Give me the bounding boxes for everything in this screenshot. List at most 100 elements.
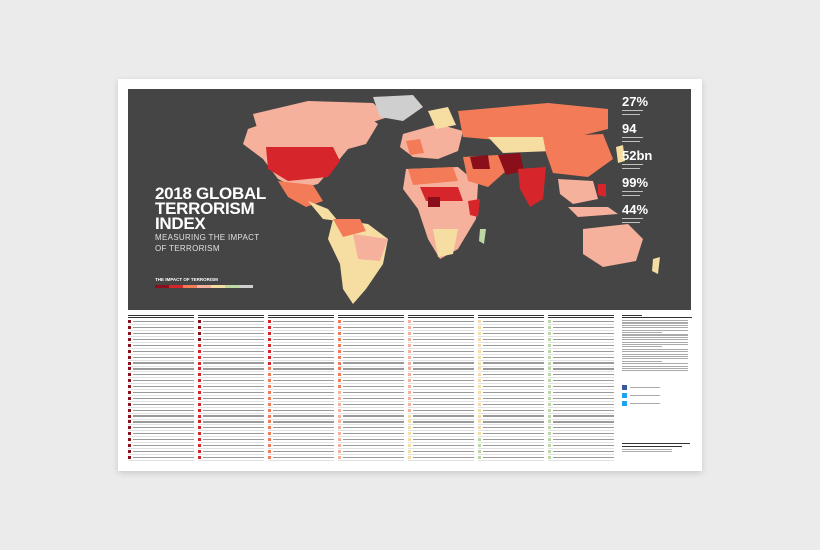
row-text [133, 415, 194, 417]
impact-swatch [268, 391, 271, 395]
impact-swatch [338, 379, 341, 383]
table-row [198, 431, 264, 438]
map-region-mexico [278, 181, 323, 207]
about-text-line [622, 332, 662, 334]
row-text [483, 427, 544, 429]
table-row [198, 349, 264, 355]
impact-swatch [408, 438, 411, 442]
impact-swatch [478, 332, 481, 336]
row-text [133, 338, 194, 341]
row-text [133, 403, 194, 405]
map-region-uk-france [406, 139, 424, 155]
institute-footer [622, 443, 690, 453]
impact-swatch [548, 379, 551, 383]
impact-swatch [198, 444, 201, 448]
row-text [413, 386, 474, 388]
row-text [273, 368, 334, 370]
table-row [338, 443, 404, 449]
table-row [338, 437, 404, 444]
title-block: 2018 GLOBAL TERRORISM INDEX MEASURING TH… [155, 185, 266, 253]
map-region-afghanistan-pakistan [498, 153, 524, 175]
table-row [478, 331, 544, 338]
impact-swatch [478, 402, 481, 406]
row-text [553, 321, 614, 323]
impact-swatch [268, 320, 271, 324]
impact-swatch [408, 326, 411, 330]
about-text-line [622, 348, 688, 350]
row-text [203, 439, 264, 441]
impact-swatch [338, 402, 341, 406]
stat-value: 94 [622, 121, 637, 136]
row-text [203, 321, 264, 323]
impact-swatch [478, 379, 481, 383]
impact-swatch [198, 420, 201, 424]
table-row [338, 343, 404, 349]
table-row [338, 319, 404, 326]
table-row [198, 455, 264, 461]
row-text [203, 456, 264, 458]
impact-swatch [338, 373, 341, 377]
social-link[interactable] [622, 401, 692, 407]
row-text [553, 362, 614, 364]
about-text-line [622, 320, 688, 322]
ranking-column-header [408, 315, 474, 319]
impact-swatch [338, 367, 341, 371]
table-row [128, 319, 194, 326]
map-region-nigeria [428, 197, 440, 207]
row-text [413, 338, 474, 341]
stat-description: ▬▬▬▬▬▬▬ ▬▬▬▬▬▬ [622, 189, 643, 197]
about-text-line [622, 336, 688, 338]
row-text [133, 362, 194, 364]
table-row [268, 367, 334, 373]
impact-swatch [268, 426, 271, 430]
row-text [553, 380, 614, 382]
impact-swatch [478, 326, 481, 330]
impact-swatch [268, 385, 271, 389]
impact-swatch [338, 438, 341, 442]
row-text [413, 427, 474, 429]
about-text-line [622, 334, 688, 336]
row-text [343, 338, 404, 341]
row-text [413, 350, 474, 352]
impact-swatch [338, 343, 341, 347]
row-text [273, 433, 334, 435]
row-text [483, 391, 544, 394]
table-row [548, 337, 614, 343]
table-row [478, 355, 544, 361]
legend-swatch-very-high [155, 285, 169, 288]
map-region-central-asia [488, 137, 553, 153]
table-row [268, 372, 334, 379]
row-text [553, 450, 614, 453]
row-text [483, 386, 544, 388]
map-region-north-africa [408, 167, 458, 185]
table-row [338, 396, 404, 402]
about-heading [622, 315, 692, 319]
table-row [198, 449, 264, 455]
table-row [478, 378, 544, 385]
impact-swatch [268, 379, 271, 383]
table-row [548, 396, 614, 402]
table-row [548, 443, 614, 449]
table-row [268, 378, 334, 385]
row-text [133, 427, 194, 429]
table-row [408, 431, 474, 438]
about-text-line [622, 365, 688, 367]
impact-swatch [198, 438, 201, 442]
table-row [548, 343, 614, 349]
social-link[interactable] [622, 393, 692, 399]
map-region-brazil [353, 234, 388, 261]
row-text [133, 391, 194, 394]
social-link[interactable] [622, 385, 692, 391]
legend-swatch-no-impact [225, 285, 239, 288]
ranking-column [338, 315, 404, 461]
table-row [408, 402, 474, 408]
impact-swatch [198, 455, 201, 459]
table-row [198, 425, 264, 432]
table-row [128, 355, 194, 361]
impact-swatch [128, 391, 131, 395]
table-row [338, 378, 404, 385]
table-row [338, 355, 404, 361]
about-text-line [622, 358, 688, 360]
table-row [338, 367, 404, 373]
table-row [198, 343, 264, 349]
